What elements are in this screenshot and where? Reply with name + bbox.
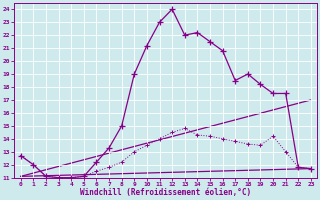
X-axis label: Windchill (Refroidissement éolien,°C): Windchill (Refroidissement éolien,°C) [80, 188, 252, 197]
